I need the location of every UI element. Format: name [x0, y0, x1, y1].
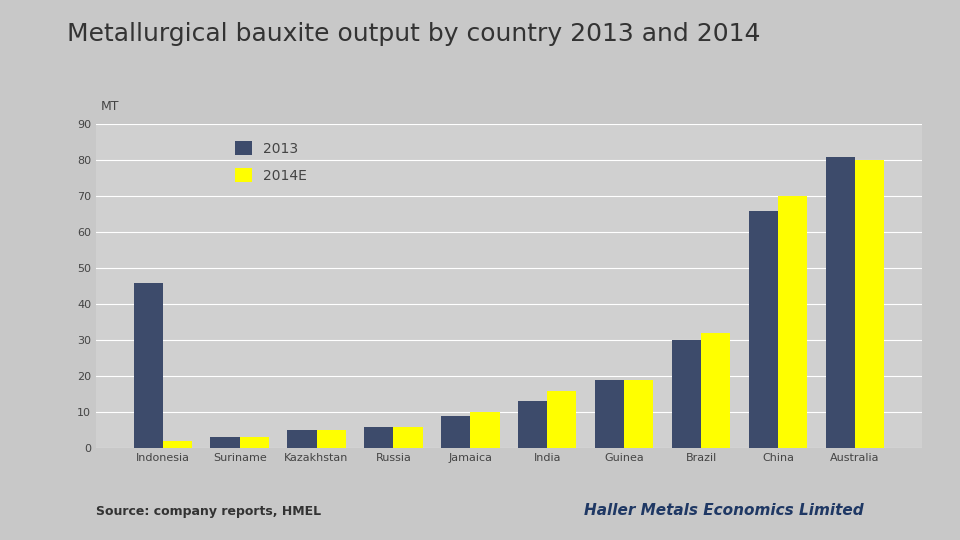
Text: MT: MT	[101, 100, 120, 113]
Text: Haller Metals Economics Limited: Haller Metals Economics Limited	[585, 503, 864, 518]
Bar	[210, 437, 240, 448]
Bar	[595, 380, 624, 448]
Bar	[518, 401, 547, 448]
Bar	[364, 427, 394, 448]
Text: Source: company reports, HMEL: Source: company reports, HMEL	[96, 505, 322, 518]
Text: Metallurgical bauxite output by country 2013 and 2014: Metallurgical bauxite output by country …	[67, 22, 760, 45]
Bar	[778, 196, 807, 448]
Bar	[624, 380, 654, 448]
Bar	[442, 416, 470, 448]
Legend: 2013, 2014E: 2013, 2014E	[235, 141, 306, 183]
Bar	[749, 211, 778, 448]
Bar	[470, 412, 499, 448]
Bar	[701, 333, 731, 448]
Bar	[133, 282, 163, 448]
Bar	[826, 157, 854, 448]
Bar	[240, 437, 269, 448]
Bar	[394, 427, 422, 448]
Bar	[163, 441, 192, 448]
Bar	[854, 160, 884, 448]
Bar	[672, 340, 701, 448]
Bar	[287, 430, 317, 448]
Bar	[317, 430, 346, 448]
Bar	[547, 390, 576, 448]
